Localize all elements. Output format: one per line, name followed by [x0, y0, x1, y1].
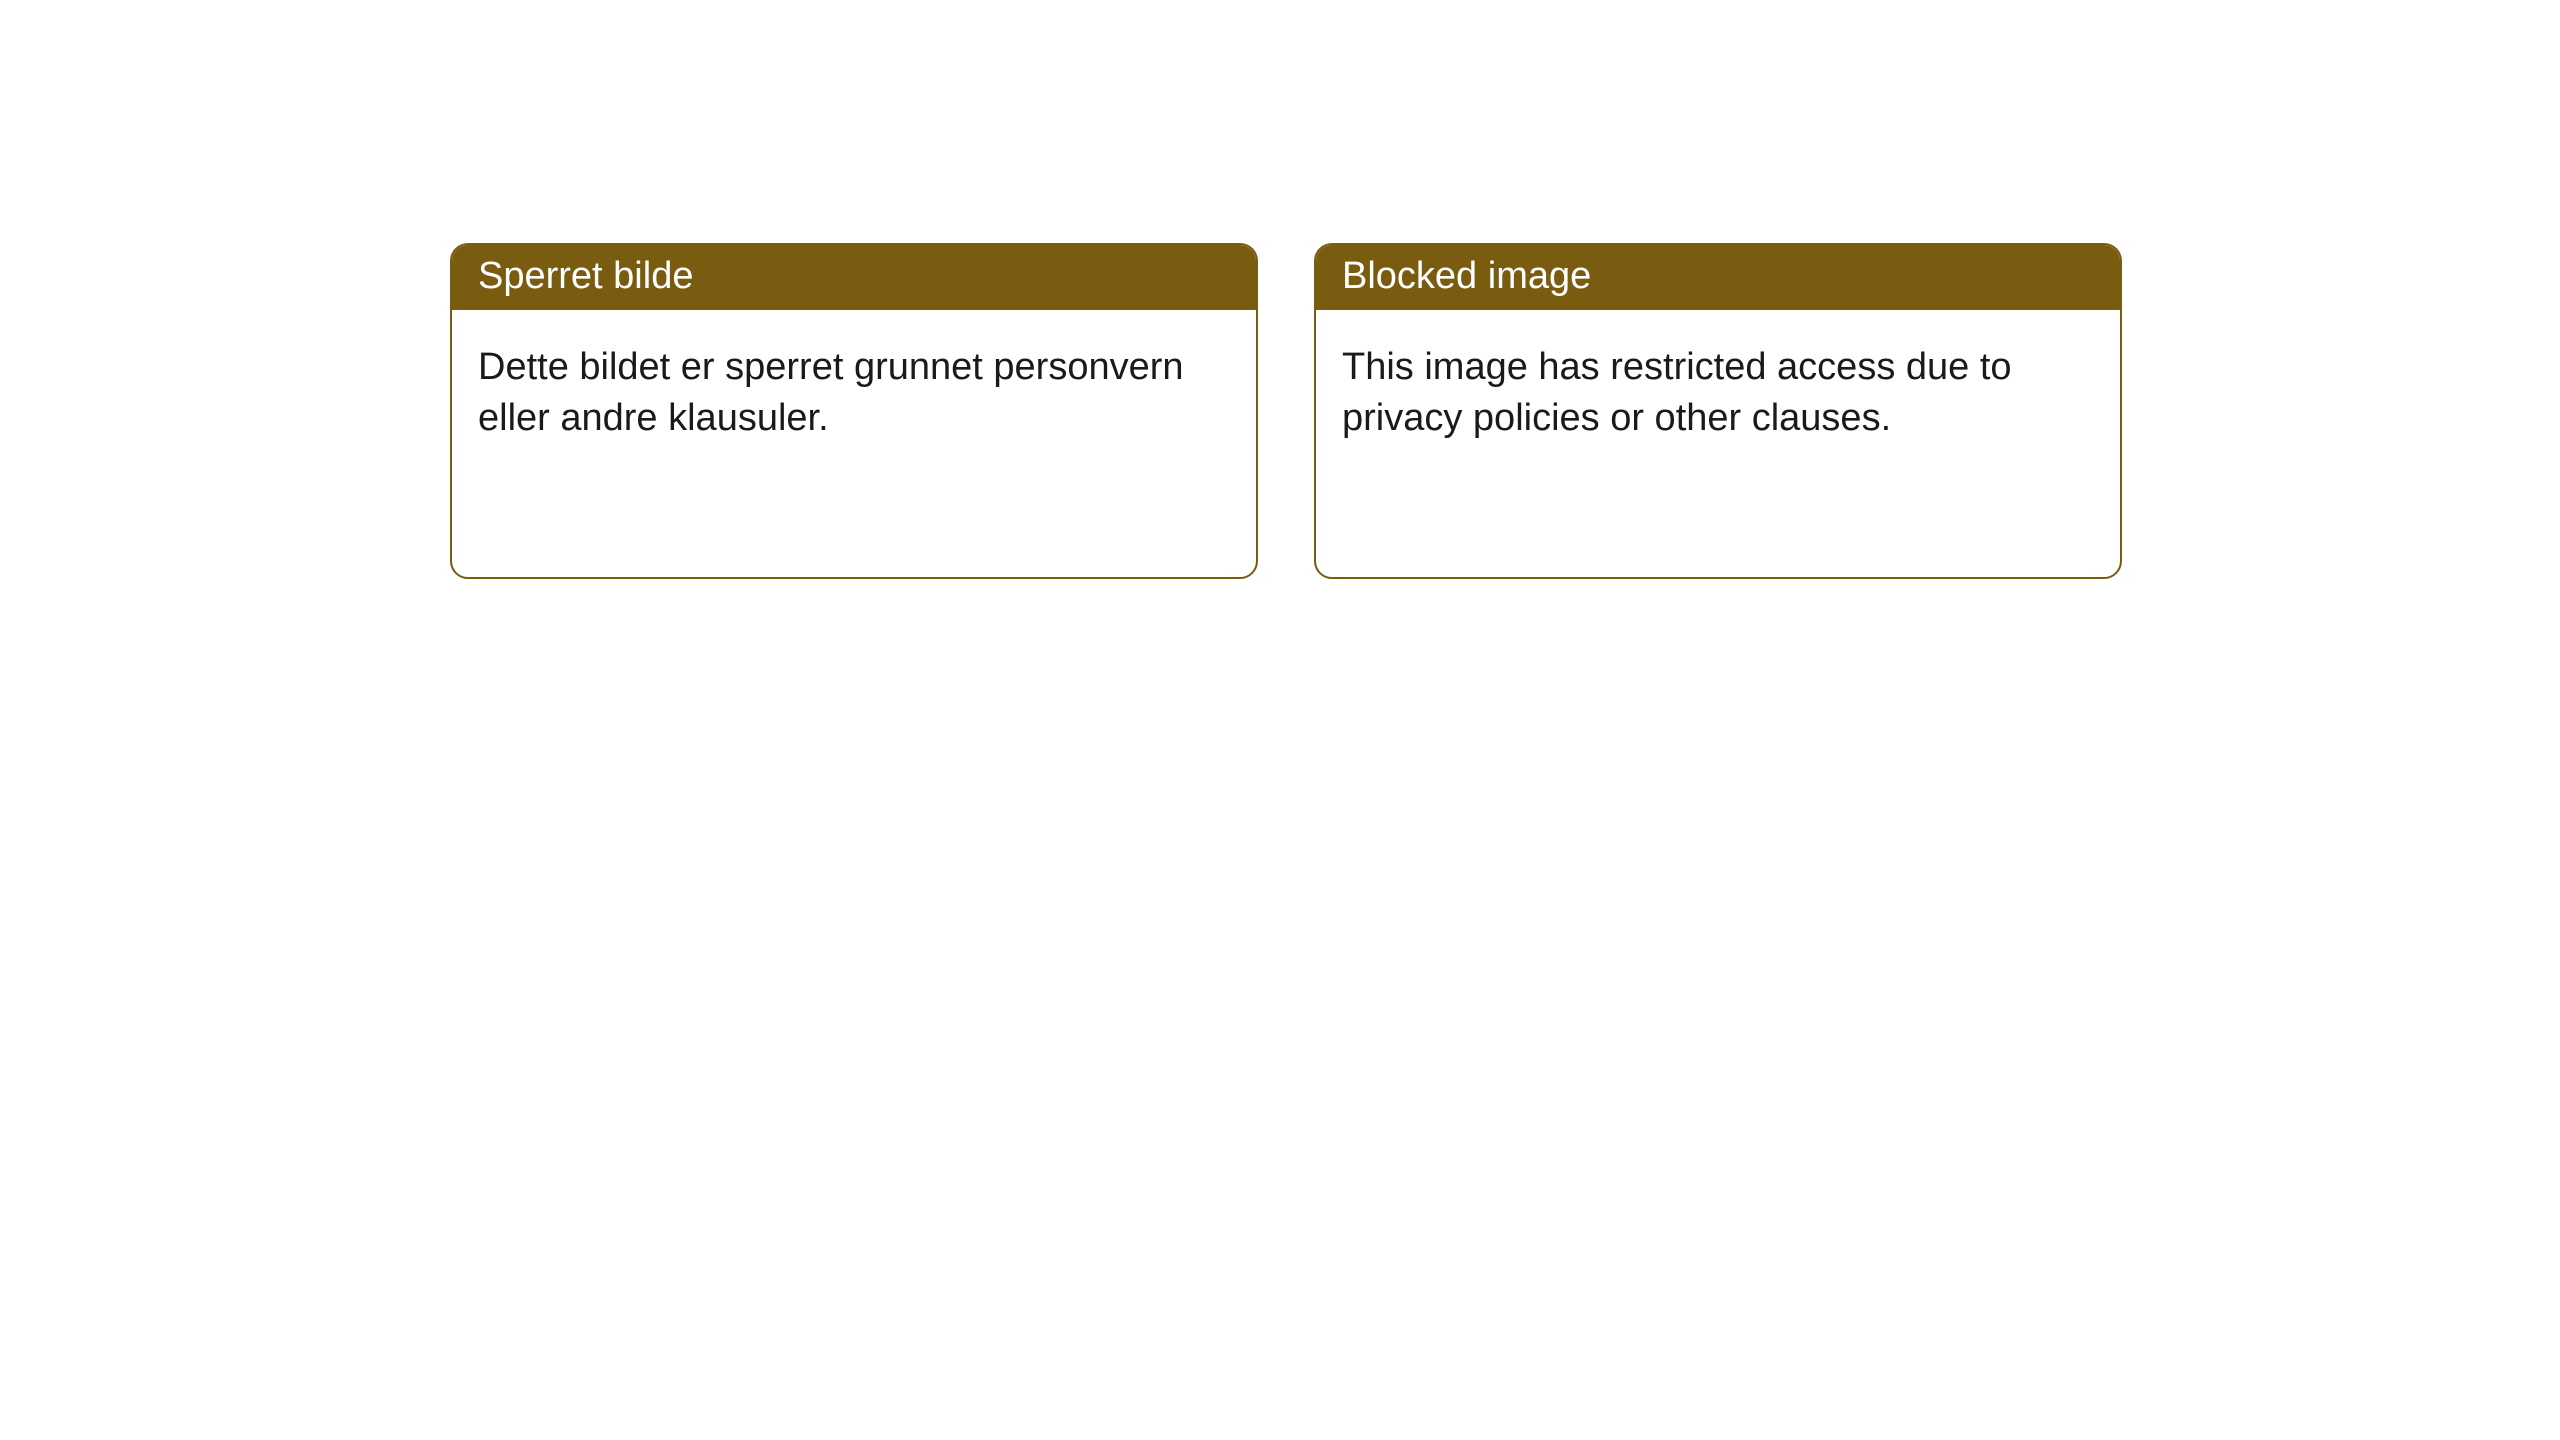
- card-header: Blocked image: [1316, 245, 2120, 310]
- card-header: Sperret bilde: [452, 245, 1256, 310]
- card-body-text: Dette bildet er sperret grunnet personve…: [478, 346, 1184, 439]
- notice-card-english: Blocked image This image has restricted …: [1314, 243, 2122, 579]
- card-title: Sperret bilde: [478, 255, 693, 297]
- notice-card-norwegian: Sperret bilde Dette bildet er sperret gr…: [450, 243, 1258, 579]
- card-body: Dette bildet er sperret grunnet personve…: [452, 310, 1256, 477]
- card-title: Blocked image: [1342, 255, 1591, 297]
- card-body-text: This image has restricted access due to …: [1342, 346, 2012, 439]
- notice-container: Sperret bilde Dette bildet er sperret gr…: [0, 0, 2560, 579]
- card-body: This image has restricted access due to …: [1316, 310, 2120, 477]
